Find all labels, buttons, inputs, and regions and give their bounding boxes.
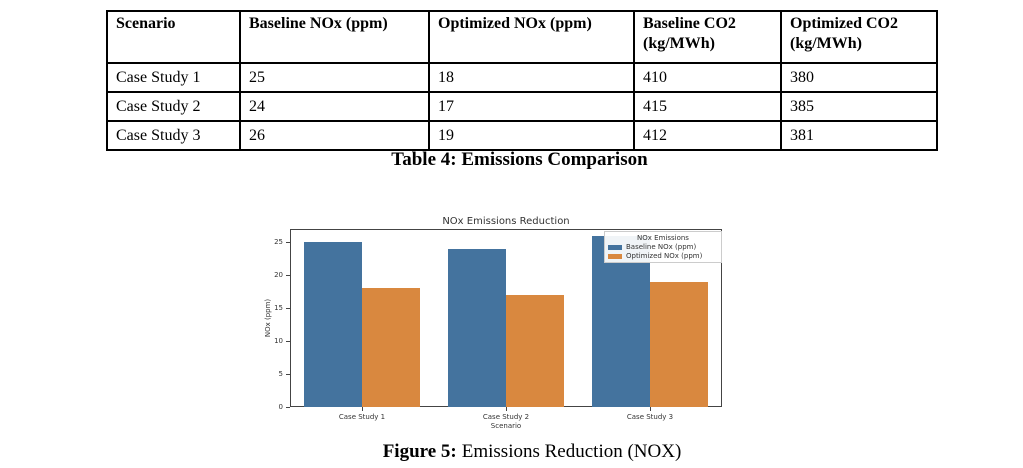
x-tick-label: Case Study 2: [482, 413, 530, 421]
figure-caption-text: Emissions Reduction (NOX): [461, 441, 682, 462]
table-cell: 410: [633, 62, 782, 93]
y-tick-mark: [286, 274, 290, 276]
y-tick-mark: [286, 307, 290, 309]
table-cell: Case Study 3: [106, 120, 241, 151]
legend-entry: Optimized NOx (ppm): [608, 252, 718, 260]
column-header: Optimized NOx (ppm): [428, 10, 635, 64]
table-row: Case Study 3 26 19 412 381: [106, 120, 938, 151]
y-tick-mark: [286, 406, 290, 408]
x-tick-mark: [649, 407, 651, 411]
y-tick-label: 10: [274, 336, 283, 345]
legend-swatch: [608, 253, 622, 259]
y-axis-label: NOx (ppm): [264, 298, 272, 338]
table-cell: 17: [428, 91, 635, 122]
x-axis-label: Scenario: [490, 422, 522, 430]
chart-title: NOx Emissions Reduction: [442, 216, 570, 227]
y-tick-mark: [286, 373, 290, 375]
table-cell: 385: [780, 91, 938, 122]
x-tick-mark: [361, 407, 363, 411]
emissions-table: Scenario Baseline NOx (ppm) Optimized NOx …: [106, 10, 938, 151]
y-tick-label: 25: [274, 237, 283, 246]
bar-optimized-case-study-2: [506, 294, 564, 407]
bar-baseline-case-study-3: [592, 235, 650, 407]
table-cell: 412: [633, 120, 782, 151]
legend-swatch: [608, 244, 622, 250]
y-tick-label: 20: [274, 270, 283, 279]
table-row: Case Study 2 24 17 415 385: [106, 91, 938, 122]
x-tick-label: Case Study 1: [338, 413, 386, 421]
table-cell: 24: [239, 91, 430, 122]
table-cell: 25: [239, 62, 430, 93]
table-cell: 381: [780, 120, 938, 151]
x-tick-mark: [505, 407, 507, 411]
table-row: Case Study 1 25 18 410 380: [106, 62, 938, 93]
chart-legend: NOx Emissions Baseline NOx (ppm) Optimize…: [604, 231, 722, 263]
y-tick-mark: [286, 340, 290, 342]
bar-optimized-case-study-3: [650, 281, 708, 407]
header-row: Scenario Baseline NOx (ppm) Optimized NOx …: [106, 10, 938, 64]
table-body: Case Study 1 25 18 410 380 Case Study 2 24 17 41…: [106, 62, 938, 151]
table-cell: 18: [428, 62, 635, 93]
legend-label: Optimized NOx (ppm): [626, 252, 703, 260]
figure-caption-label: Figure 5:: [382, 441, 457, 462]
column-header: Optimized CO2 (kg/MWh): [780, 10, 938, 64]
table-cell: 380: [780, 62, 938, 93]
table-cell: Case Study 1: [106, 62, 241, 93]
x-tick-label: Case Study 3: [626, 413, 674, 421]
legend-entry: Baseline NOx (ppm): [608, 243, 718, 251]
y-tick-mark: [286, 241, 290, 243]
bar-baseline-case-study-1: [304, 242, 362, 407]
column-header: Baseline NOx (ppm): [239, 10, 430, 64]
y-tick-label: 0: [278, 402, 283, 411]
y-tick-label: 15: [274, 303, 283, 312]
nox-emissions-figure: NOx Emissions Reduction NOx (ppm) Scenar…: [256, 210, 756, 440]
table-cell: Case Study 2: [106, 91, 241, 122]
y-tick-label: 5: [278, 369, 283, 378]
table-cell: 19: [428, 120, 635, 151]
table-cell: 415: [633, 91, 782, 122]
column-header: Scenario: [106, 10, 241, 64]
legend-label: Baseline NOx (ppm): [626, 243, 697, 251]
column-header: Baseline CO2 (kg/MWh): [633, 10, 782, 64]
table-caption: Table 4: Emissions Comparison: [391, 149, 648, 170]
bar-baseline-case-study-2: [448, 248, 506, 407]
legend-title: NOx Emissions: [637, 234, 689, 242]
table-cell: 26: [239, 120, 430, 151]
bar-optimized-case-study-1: [362, 288, 420, 407]
figure-caption: Figure 5: Emissions Reduction (NOX): [106, 441, 958, 463]
